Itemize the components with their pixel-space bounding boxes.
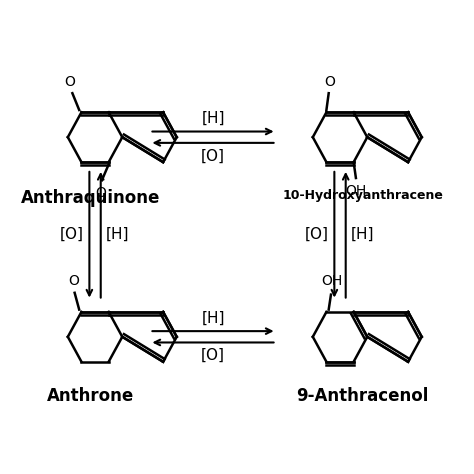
Text: [O]: [O] bbox=[201, 348, 225, 363]
Text: [H]: [H] bbox=[106, 227, 130, 242]
Text: [O]: [O] bbox=[305, 227, 329, 242]
Text: Anthrone: Anthrone bbox=[47, 387, 134, 405]
Text: O: O bbox=[325, 74, 336, 89]
Text: OH: OH bbox=[345, 184, 366, 198]
Text: [H]: [H] bbox=[351, 227, 374, 242]
Text: O: O bbox=[68, 274, 79, 288]
Text: O: O bbox=[64, 74, 75, 89]
Text: O: O bbox=[95, 186, 106, 200]
Text: [O]: [O] bbox=[60, 227, 84, 242]
Text: [O]: [O] bbox=[201, 148, 225, 164]
Text: 10-Hydroxyanthracene: 10-Hydroxyanthracene bbox=[283, 190, 443, 202]
Text: Anthraquinone: Anthraquinone bbox=[21, 190, 160, 207]
Text: OH: OH bbox=[321, 274, 343, 288]
Text: [H]: [H] bbox=[201, 310, 225, 326]
Text: [H]: [H] bbox=[201, 111, 225, 126]
Text: 9-Anthracenol: 9-Anthracenol bbox=[297, 387, 429, 405]
